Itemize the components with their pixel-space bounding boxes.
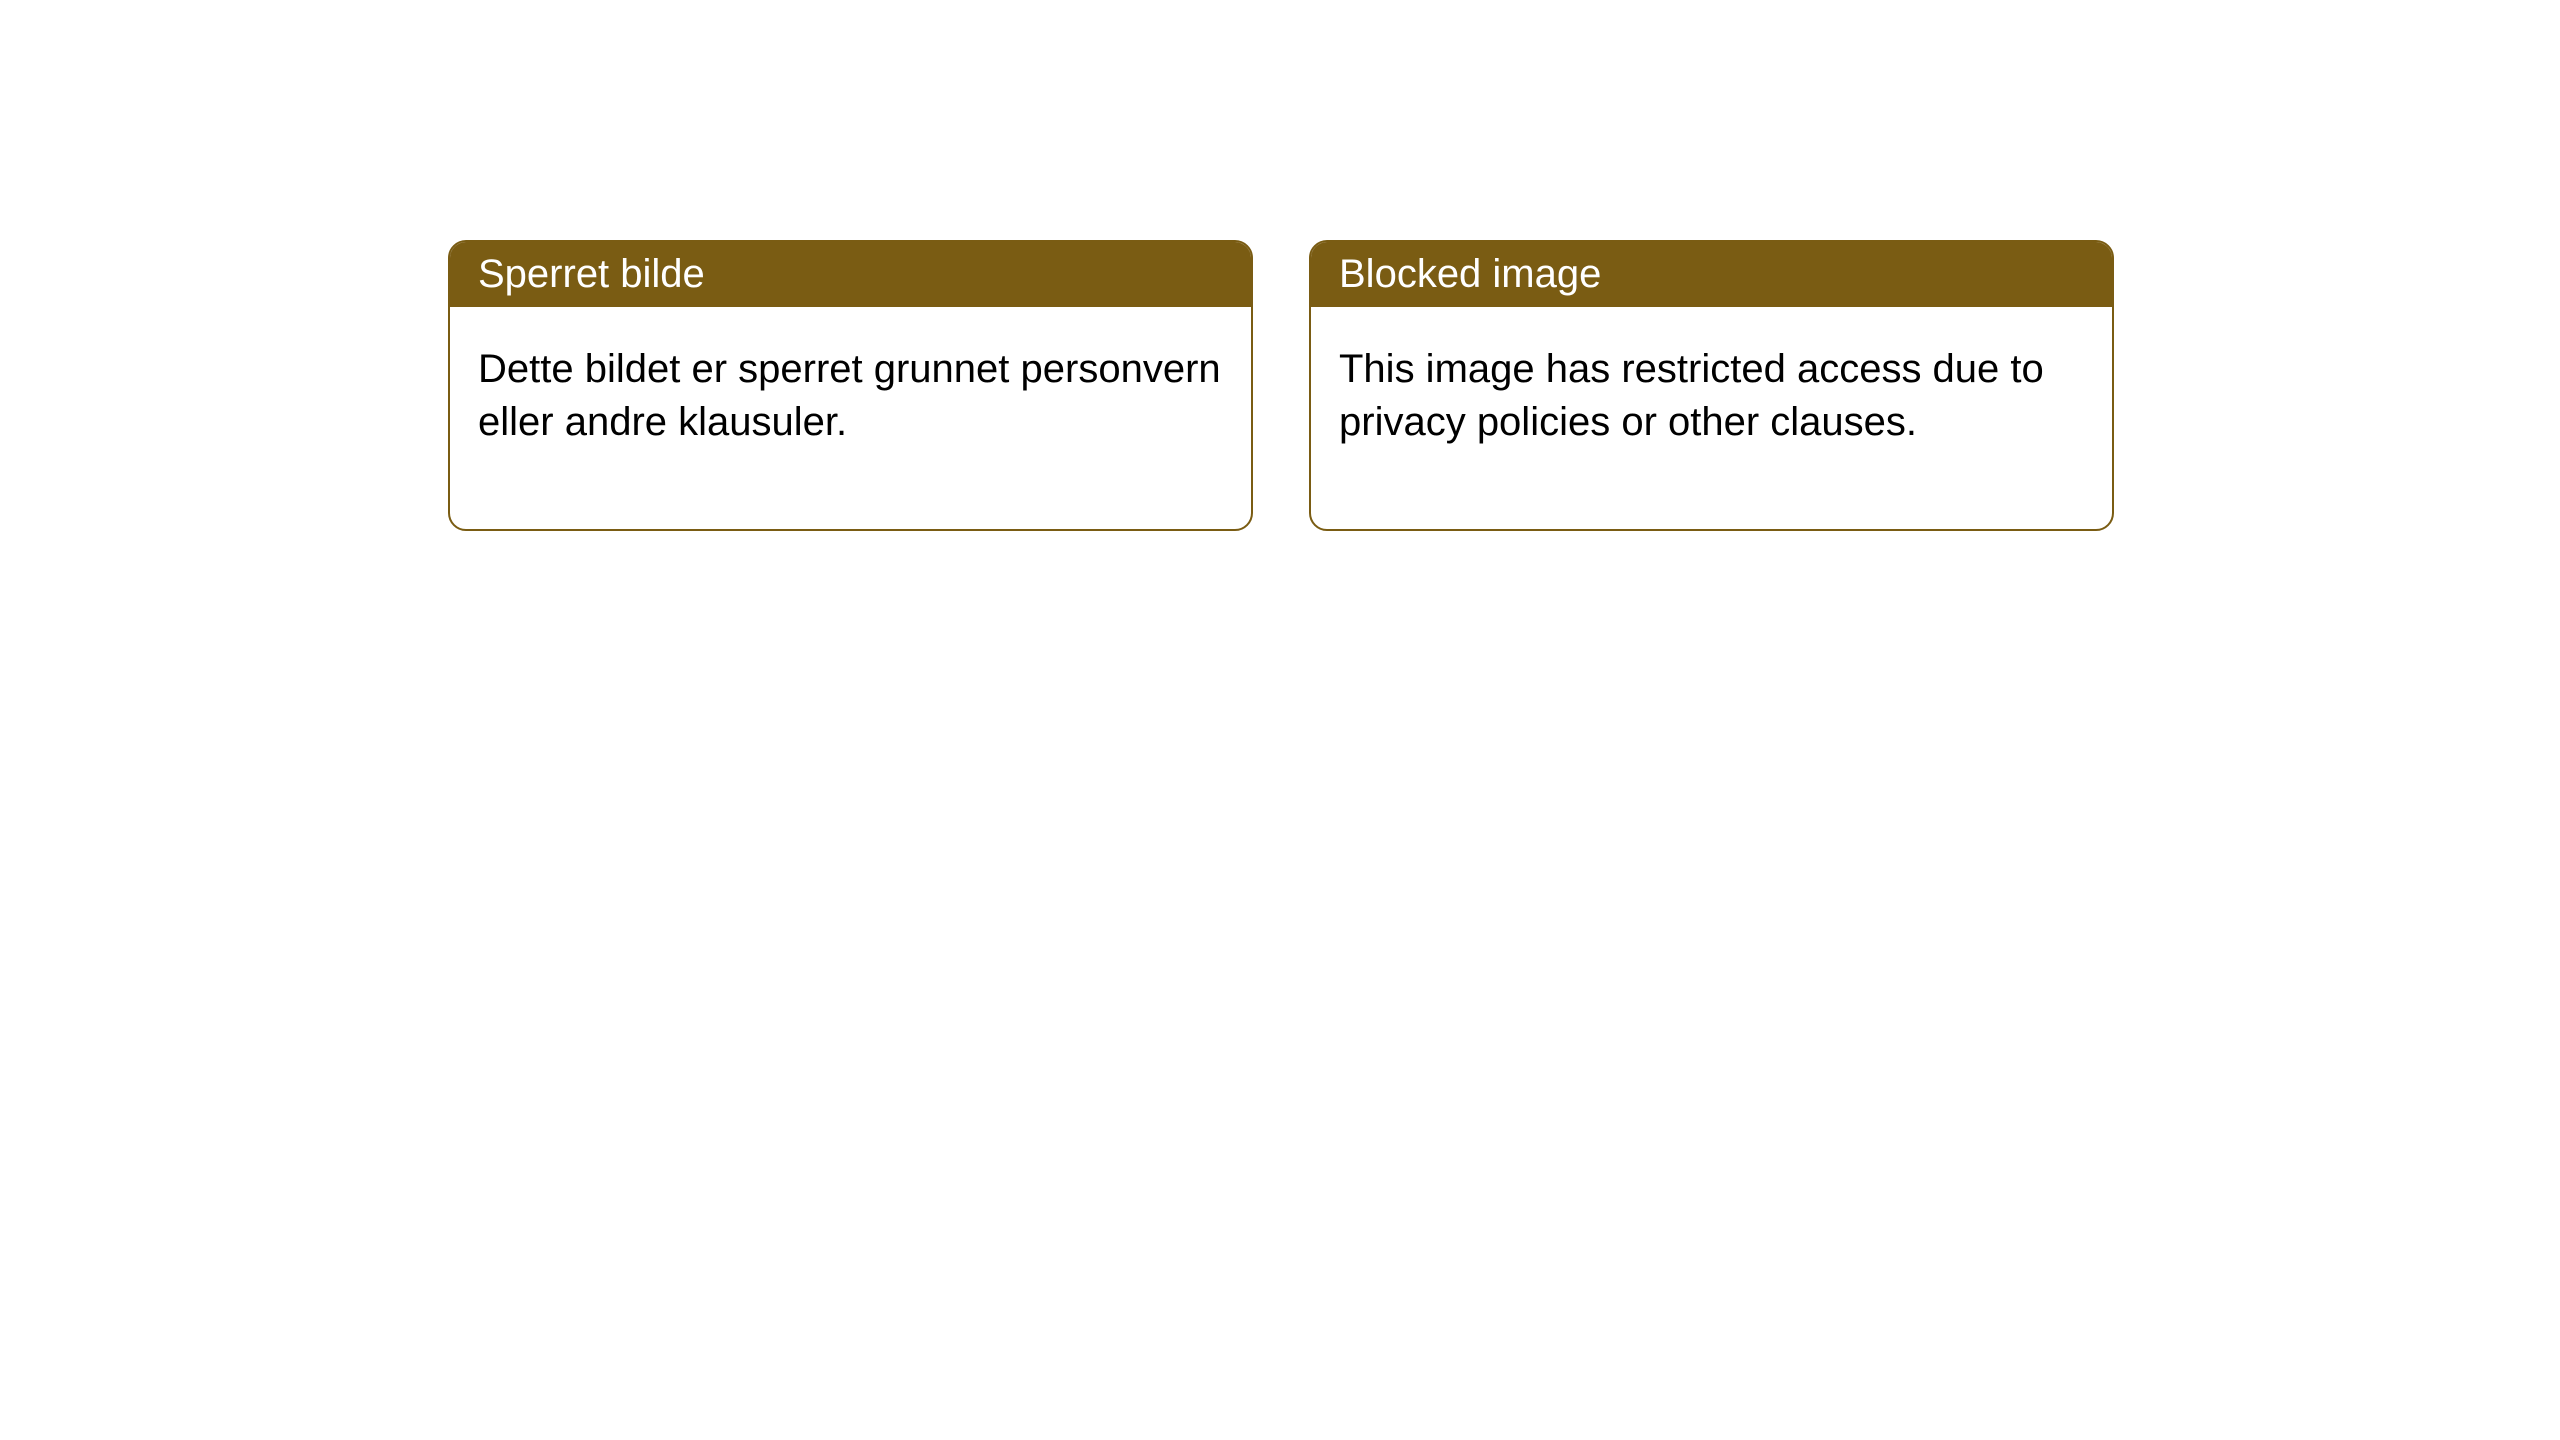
notice-header-en: Blocked image [1311, 242, 2112, 307]
notice-body-en: This image has restricted access due to … [1311, 307, 2112, 529]
notice-header-no: Sperret bilde [450, 242, 1251, 307]
notice-body-no: Dette bildet er sperret grunnet personve… [450, 307, 1251, 529]
notice-card-no: Sperret bilde Dette bildet er sperret gr… [448, 240, 1253, 531]
notice-card-en: Blocked image This image has restricted … [1309, 240, 2114, 531]
notice-container: Sperret bilde Dette bildet er sperret gr… [448, 240, 2114, 531]
